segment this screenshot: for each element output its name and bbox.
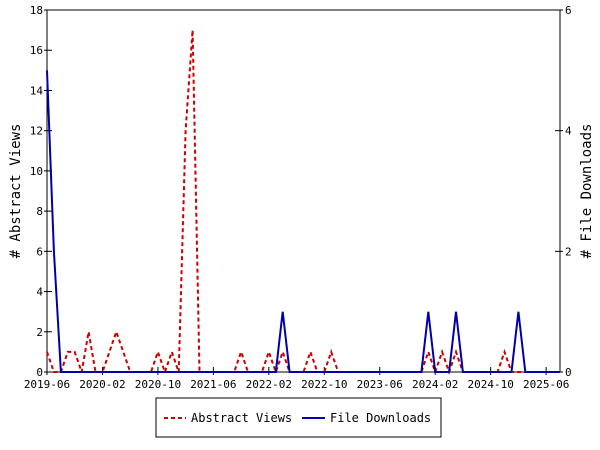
right-y-axis: 0 2 4 6 <box>555 4 572 379</box>
x-tick-label: 2021-06 <box>190 378 236 391</box>
left-y-axis: 0 2 4 6 8 10 12 14 16 18 <box>30 4 52 379</box>
plot-frame <box>46 9 561 373</box>
legend: Abstract Views File Downloads <box>155 397 442 438</box>
plot-area: 0 2 4 6 8 10 12 14 16 18 0 2 4 6 2019-06 2020-02 2020-… <box>24 4 572 391</box>
y-tick-label: 16 <box>30 44 43 57</box>
legend-label-file-downloads: File Downloads <box>330 411 431 425</box>
x-tick-label: 2024-02 <box>412 378 458 391</box>
y-tick-label: 4 <box>36 286 43 299</box>
legend-label-abstract-views: Abstract Views <box>191 411 292 425</box>
x-tick-label: 2020-10 <box>135 378 181 391</box>
series-line-abstract-views <box>46 30 560 376</box>
y2-tick-label: 0 <box>565 366 572 379</box>
x-tick-label: 2022-02 <box>246 378 292 391</box>
y2-tick-label: 4 <box>565 125 572 138</box>
x-tick-label: 2020-02 <box>79 378 125 391</box>
series-layer <box>46 30 560 376</box>
x-tick-label: 2025-06 <box>523 378 569 391</box>
y-tick-label: 14 <box>30 84 44 97</box>
y-tick-label: 0 <box>36 366 43 379</box>
y2-tick-label: 6 <box>565 4 572 17</box>
series-line-file-downloads <box>46 70 560 373</box>
y2-tick-label: 2 <box>565 245 572 258</box>
y-tick-label: 18 <box>30 4 43 17</box>
x-axis: 2019-06 2020-02 2020-10 2021-06 2022-02 2022-… <box>24 367 569 391</box>
y-tick-label: 8 <box>36 205 43 218</box>
y-tick-label: 6 <box>36 245 43 258</box>
legend-box <box>155 397 442 438</box>
y-tick-label: 10 <box>30 165 43 178</box>
x-tick-label: 2023-06 <box>357 378 403 391</box>
x-tick-label: 2019-06 <box>24 378 70 391</box>
x-tick-label: 2022-10 <box>301 378 347 391</box>
y-tick-label: 12 <box>30 125 43 138</box>
y2-axis-title: # File Downloads <box>579 124 595 259</box>
x-tick-label: 2024-10 <box>467 378 513 391</box>
y-axis-title: # Abstract Views <box>8 124 24 259</box>
y-tick-label: 2 <box>36 326 43 339</box>
